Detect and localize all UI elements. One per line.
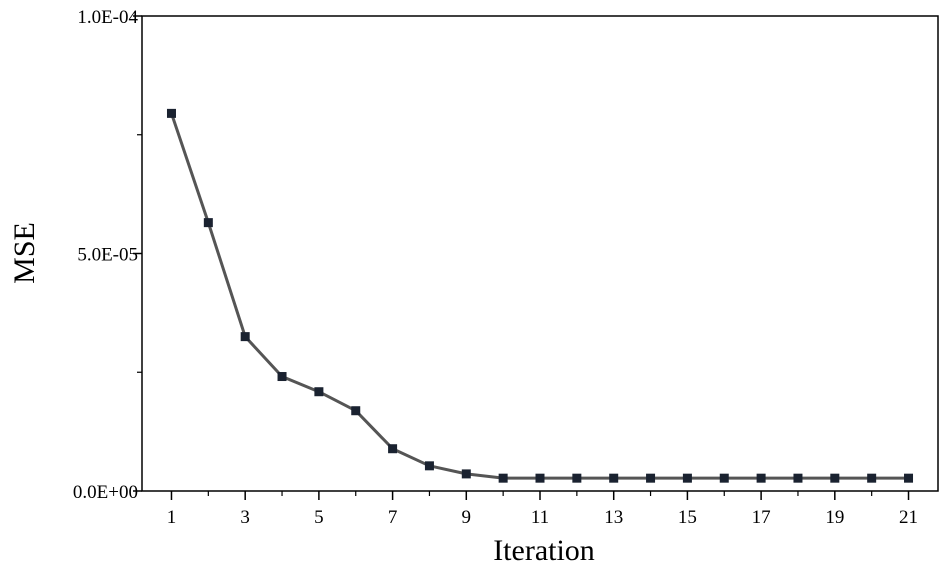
data-point [498,473,508,483]
x-tick-label: 15 [678,507,697,528]
x-tick-label: 5 [314,507,324,528]
x-tick-label: 19 [825,507,844,528]
data-point [277,372,287,382]
data-point [756,473,766,483]
data-point [867,473,877,483]
y-axis-ticks: 0.0E+00 5.0E-05 1.0E-04 [73,7,142,503]
x-tick-label: 3 [240,507,250,528]
data-point [572,473,582,483]
data-point [461,469,471,479]
data-point [609,473,619,483]
data-point [203,218,213,228]
data-point [682,473,692,483]
y-tick-label: 0.0E+00 [73,482,138,503]
data-point [388,444,398,454]
series-layer [166,108,914,483]
data-point [314,387,324,397]
data-point [351,406,361,416]
data-point [646,473,656,483]
x-tick-label: 21 [899,507,918,528]
data-point [166,108,176,118]
data-point [793,473,803,483]
x-tick-label: 17 [752,507,771,528]
series-line [170,112,909,480]
x-tick-label: 9 [462,507,472,528]
x-tick-label: 13 [604,507,623,528]
x-axis-title: Iteration [493,534,595,567]
data-point [424,461,434,471]
y-axis-title: MSE [8,222,41,284]
data-point [240,332,250,342]
x-tick-label: 11 [531,507,549,528]
plot-frame [141,15,939,492]
data-point [830,473,840,483]
data-point [719,473,729,483]
x-tick-label: 7 [388,507,398,528]
x-axis-ticks: 1 3 5 7 9 11 13 15 17 19 21 [167,491,918,528]
y-tick-label: 1.0E-04 [77,7,138,28]
data-point [535,473,545,483]
x-tick-label: 1 [167,507,177,528]
y-tick-label: 5.0E-05 [77,245,138,266]
data-point [904,473,914,483]
